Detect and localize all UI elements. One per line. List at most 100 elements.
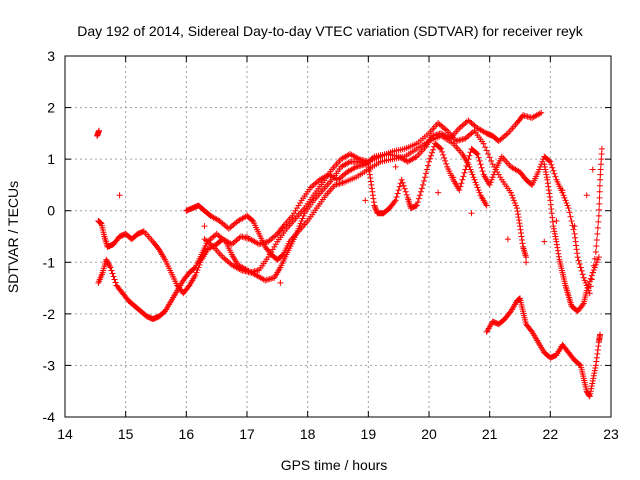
data-point xyxy=(367,178,374,185)
y-tick-label: -1 xyxy=(43,254,56,270)
data-point xyxy=(471,176,478,183)
data-point xyxy=(487,179,494,186)
data-point xyxy=(545,183,552,190)
data-point xyxy=(399,179,406,186)
data-point xyxy=(417,188,424,195)
data-point xyxy=(486,181,493,188)
data-point xyxy=(299,215,306,222)
data-point xyxy=(474,184,481,191)
data-point xyxy=(543,174,550,181)
data-point xyxy=(579,271,586,278)
data-point xyxy=(538,109,545,116)
data-point xyxy=(546,193,553,200)
data-point xyxy=(548,161,555,168)
x-tick-label: 23 xyxy=(603,426,619,442)
data-point xyxy=(582,279,589,286)
data-point xyxy=(593,236,600,243)
data-point xyxy=(555,250,562,257)
data-point xyxy=(552,236,559,243)
data-point xyxy=(574,250,581,257)
data-point xyxy=(593,354,600,361)
data-point xyxy=(372,206,379,213)
data-point xyxy=(593,259,600,266)
data-point xyxy=(514,211,521,218)
y-tick-label: 0 xyxy=(47,203,55,219)
data-point xyxy=(546,190,553,197)
data-point xyxy=(473,181,480,188)
data-point xyxy=(116,192,123,199)
data-point xyxy=(546,157,553,164)
data-point xyxy=(185,283,192,290)
data-point xyxy=(595,254,602,261)
data-point xyxy=(579,301,586,308)
data-point xyxy=(591,367,598,374)
data-point xyxy=(580,274,587,281)
data-point xyxy=(592,261,599,268)
data-point xyxy=(575,257,582,264)
data-point xyxy=(586,393,593,400)
data-point xyxy=(594,230,601,237)
data-point xyxy=(460,173,467,180)
data-point xyxy=(426,158,432,165)
data-point xyxy=(457,183,464,190)
data-point xyxy=(103,257,110,264)
data-point xyxy=(516,220,523,227)
data-point xyxy=(588,385,595,392)
data-point xyxy=(536,166,543,173)
data-point xyxy=(560,192,567,199)
data-point xyxy=(466,152,473,159)
data-point xyxy=(568,218,575,225)
y-tick-label: -2 xyxy=(43,306,56,322)
data-point xyxy=(108,267,115,274)
data-point xyxy=(104,259,111,266)
data-point xyxy=(506,309,513,316)
data-point xyxy=(367,175,374,182)
data-point xyxy=(427,155,434,162)
data-point xyxy=(541,163,548,170)
data-point xyxy=(583,287,590,294)
data-points xyxy=(94,109,605,400)
data-point xyxy=(598,145,605,152)
data-point xyxy=(545,187,552,194)
x-axis-label: GPS time / hours xyxy=(281,457,388,473)
data-point xyxy=(562,197,569,204)
data-point xyxy=(424,162,431,169)
data-point xyxy=(515,217,522,224)
data-point xyxy=(371,202,378,209)
data-point xyxy=(468,210,475,217)
data-point xyxy=(523,259,530,266)
data-point xyxy=(422,170,429,177)
data-point xyxy=(597,171,604,178)
data-point xyxy=(490,171,497,178)
data-point xyxy=(593,242,600,249)
x-tick-label: 18 xyxy=(300,426,316,442)
data-point xyxy=(572,234,579,241)
data-point xyxy=(583,192,590,199)
y-axis-label: SDTVAR / TECUs xyxy=(5,181,21,293)
data-point xyxy=(298,218,305,225)
data-point xyxy=(416,192,423,199)
data-point xyxy=(479,168,486,175)
data-point xyxy=(368,181,375,188)
data-point xyxy=(551,230,558,237)
data-point xyxy=(450,174,457,181)
data-point xyxy=(486,154,493,161)
data-point xyxy=(392,197,399,204)
data-point xyxy=(371,203,378,210)
data-point xyxy=(485,150,492,157)
data-point xyxy=(398,176,405,183)
data-point xyxy=(488,176,495,183)
data-point xyxy=(590,375,597,382)
data-point xyxy=(372,205,379,212)
data-point xyxy=(458,180,465,187)
data-point xyxy=(572,238,579,245)
data-point xyxy=(402,188,409,195)
data-point xyxy=(567,213,574,220)
data-point xyxy=(553,238,560,245)
data-point xyxy=(441,154,448,161)
data-point xyxy=(596,206,603,213)
data-point xyxy=(594,346,601,353)
data-point xyxy=(192,272,199,279)
